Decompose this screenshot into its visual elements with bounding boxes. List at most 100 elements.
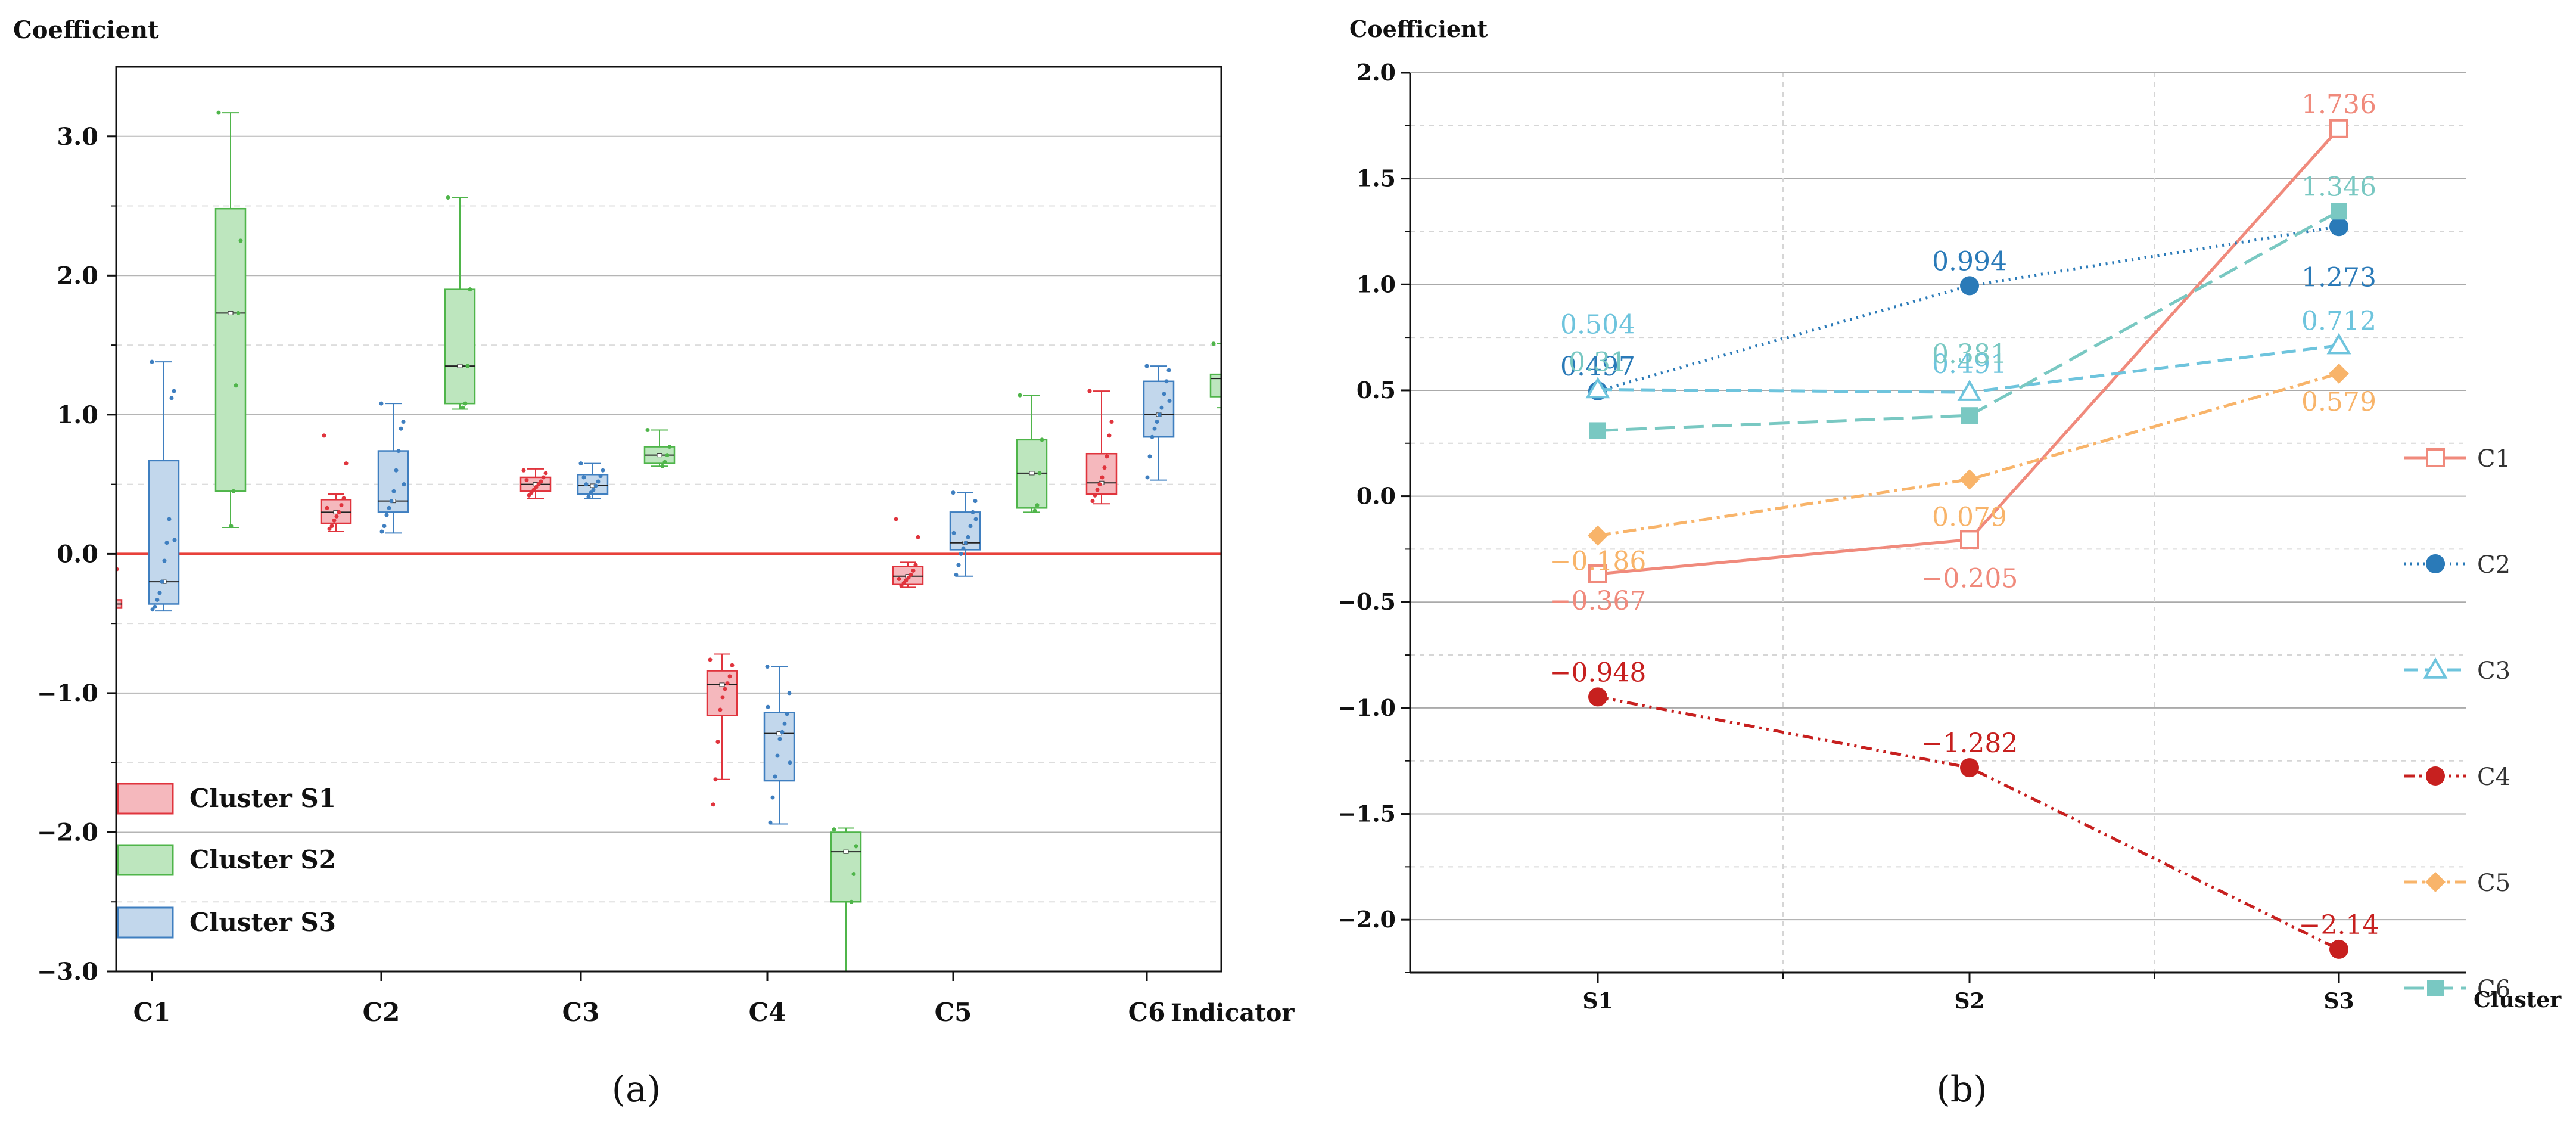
- box-layer: [93, 110, 1238, 971]
- data-point: [785, 712, 789, 716]
- panel-b-xlabel: Cluster: [2474, 988, 2562, 1013]
- box-cluster-s3-c3: [577, 461, 609, 499]
- data-point: [1109, 420, 1114, 424]
- mean-marker: [228, 311, 234, 315]
- data-point: [382, 524, 387, 529]
- y-tick-label: −1.0: [37, 679, 98, 707]
- box-cluster-s3-c1: [148, 359, 180, 612]
- panel-b-data-labels: −0.367 −0.205 1.736 0.497 0.994 1.273 0.504 0.4…: [1550, 89, 2379, 940]
- data-point: [854, 844, 858, 849]
- data-point: [711, 802, 715, 807]
- box-cluster-s2-c2: [444, 195, 476, 410]
- box-cluster-s3-c5: [949, 490, 981, 577]
- data-point: [904, 578, 909, 583]
- data-point: [524, 478, 529, 483]
- data-point: [1231, 377, 1236, 381]
- y-tick-label: −0.5: [1337, 588, 1396, 615]
- data-label-c6-s2: 0.381: [1932, 339, 2007, 370]
- panel-a-caption: (a): [612, 1069, 661, 1110]
- data-point: [593, 483, 598, 488]
- panel-b-x-ticks: S1 S2 S3: [1582, 973, 2354, 1014]
- data-point: [1018, 393, 1022, 398]
- point-c6-s1: [1589, 422, 1606, 439]
- box-cluster-s2-c5: [1016, 393, 1048, 513]
- panel-b-axes: [1409, 73, 2466, 974]
- mean-marker: [1223, 377, 1228, 380]
- data-point: [1234, 372, 1238, 377]
- data-point: [1167, 398, 1172, 403]
- legend-label-c3: C3: [2477, 657, 2510, 685]
- data-point: [782, 721, 787, 726]
- panel-a-x-ticks: C1 C2 C3 C4 C5 C6: [133, 971, 1165, 1027]
- data-point: [1155, 420, 1159, 424]
- data-point: [536, 482, 541, 487]
- data-point: [229, 524, 234, 529]
- data-point: [108, 602, 112, 606]
- panel-a-boxplot: 3.0 2.0 1.0 0.0 −1.0 −2.0 −3.0 C1 C2 C3 C4 C5 C6 Cl…: [13, 16, 1295, 1110]
- series-c4: [1588, 687, 2348, 959]
- box-cluster-s2-c4: [830, 827, 862, 971]
- series-c3: [1585, 333, 2351, 401]
- data-point: [468, 287, 472, 292]
- data-point: [1229, 395, 1233, 399]
- data-point: [911, 568, 916, 573]
- data-point: [446, 195, 450, 200]
- data-label-c2-s1: 0.497: [1560, 352, 1635, 382]
- x-tick-label: C1: [133, 998, 171, 1027]
- data-point: [665, 453, 670, 458]
- data-point: [401, 420, 406, 424]
- box-cluster-s1-c3: [519, 468, 552, 499]
- y-tick-label: 3.0: [57, 123, 98, 151]
- box-cluster-s1-c2: [320, 433, 352, 533]
- data-point: [1100, 475, 1105, 480]
- data-point: [98, 607, 102, 611]
- data-point: [231, 489, 236, 493]
- data-point: [765, 665, 770, 669]
- legend-marker-c6: [2427, 980, 2444, 996]
- data-point: [581, 475, 586, 480]
- mean-marker: [104, 602, 109, 606]
- data-point: [103, 605, 107, 609]
- mean-marker: [843, 849, 849, 854]
- series-c6: [1589, 203, 2347, 439]
- data-point: [172, 538, 177, 542]
- data-point: [578, 461, 583, 466]
- box-cluster-s1-c4: [706, 653, 738, 807]
- data-point: [461, 405, 465, 410]
- data-point: [788, 760, 792, 765]
- data-point: [584, 482, 589, 487]
- data-point: [1032, 508, 1037, 513]
- data-point: [93, 499, 97, 503]
- data-point: [897, 576, 901, 581]
- data-point: [1159, 405, 1164, 410]
- data-point: [601, 468, 605, 473]
- data-point: [391, 489, 396, 493]
- data-point: [1145, 475, 1150, 480]
- box-cluster-s1-c5: [892, 517, 924, 588]
- x-tick-label: S2: [1954, 989, 1984, 1014]
- data-point: [1166, 368, 1171, 372]
- x-tick-label: S3: [2323, 989, 2354, 1014]
- data-point: [1152, 426, 1157, 431]
- point-c4-s2: [1960, 758, 1979, 778]
- data-point: [169, 396, 174, 400]
- panel-a-y-ticks: 3.0 2.0 1.0 0.0 −1.0 −2.0 −3.0: [37, 123, 116, 986]
- data-point: [541, 475, 546, 480]
- iqr-box: [830, 831, 862, 903]
- y-tick-label: −2.0: [1337, 906, 1396, 933]
- box-cluster-s3-c6: [1143, 364, 1175, 481]
- point-c3-s2: [1957, 380, 1982, 401]
- data-point: [667, 445, 672, 449]
- data-point: [101, 606, 105, 610]
- y-tick-label: 0.5: [1357, 377, 1396, 403]
- data-point: [725, 681, 730, 686]
- data-point: [951, 530, 956, 535]
- data-point: [1093, 493, 1097, 498]
- data-point: [966, 535, 970, 539]
- data-point: [384, 513, 389, 517]
- x-tick-label: C3: [562, 998, 600, 1027]
- data-point: [216, 110, 221, 115]
- panel-a-legend: Cluster S1 Cluster S2 Cluster S3: [117, 783, 336, 939]
- point-c6-s2: [1961, 407, 1978, 424]
- data-label-c5-s1: −0.186: [1550, 547, 1647, 577]
